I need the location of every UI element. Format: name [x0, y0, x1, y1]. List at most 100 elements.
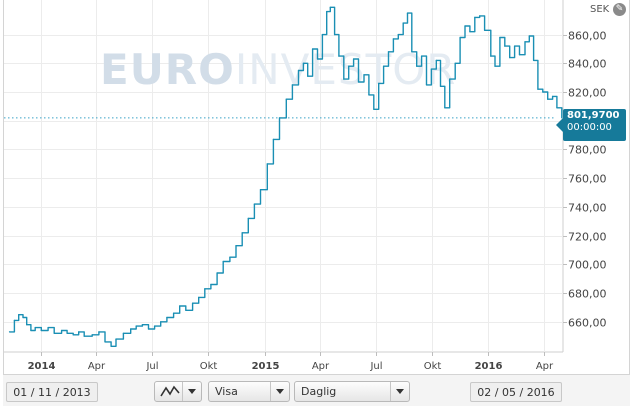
data-point	[253, 203, 255, 205]
data-point	[297, 69, 300, 72]
data-point	[18, 314, 20, 316]
data-point	[160, 321, 162, 323]
x-tick-label: 2015	[252, 361, 280, 372]
data-point	[459, 36, 461, 39]
data-point	[504, 45, 506, 47]
data-point	[321, 34, 323, 36]
data-point	[272, 138, 274, 140]
data-point	[115, 338, 117, 340]
data-point	[72, 334, 74, 336]
data-point	[387, 51, 390, 53]
data-point	[47, 327, 49, 329]
data-point	[552, 95, 554, 97]
data-point	[368, 94, 370, 96]
interval-dropdown[interactable]: Daglig	[294, 381, 410, 402]
data-point	[204, 288, 206, 290]
y-tick-label: 680,00	[568, 288, 607, 301]
data-point	[537, 88, 539, 90]
data-point	[22, 316, 24, 319]
start-date-field[interactable]: 01 / 11 / 2013	[6, 382, 98, 402]
data-point	[338, 55, 340, 57]
data-point	[449, 78, 451, 80]
y-tick-label: 860,00	[568, 30, 607, 43]
x-tick-label: 2016	[475, 361, 503, 372]
y-tick-label: 780,00	[568, 144, 607, 157]
data-point	[421, 55, 423, 57]
chart-frame	[3, 0, 630, 374]
data-point	[259, 189, 262, 191]
data-point	[285, 98, 287, 100]
data-point	[130, 328, 132, 330]
data-point	[416, 65, 418, 67]
watermark-part-2: INVESTOR	[235, 45, 457, 94]
data-point	[30, 329, 32, 332]
data-point	[479, 15, 481, 17]
y-tick-label: 740,00	[568, 202, 607, 215]
data-point	[430, 68, 432, 70]
data-point	[312, 48, 314, 50]
price-chart[interactable]: EUROINVESTOR 660,00 680,00 700,00 720,00 740…	[0, 0, 631, 374]
interval-dropdown-label: Daglig	[301, 385, 337, 398]
data-point	[353, 58, 355, 60]
data-point	[514, 45, 516, 47]
data-point	[229, 256, 231, 258]
data-point	[474, 16, 476, 18]
data-point	[141, 324, 143, 326]
data-point	[533, 59, 535, 62]
show-dropdown-label: Visa	[215, 385, 238, 398]
data-point	[198, 296, 200, 298]
data-point	[454, 62, 456, 64]
data-point	[110, 345, 112, 347]
data-point	[185, 309, 187, 311]
data-point	[334, 34, 336, 36]
data-point	[363, 74, 365, 76]
wrench-icon[interactable]: ✎	[613, 3, 626, 16]
data-point	[402, 22, 404, 24]
data-point	[444, 107, 446, 109]
chevron-down-icon	[390, 382, 409, 401]
data-point	[8, 331, 11, 333]
x-tick-label: Apr	[536, 361, 554, 372]
data-point	[373, 108, 375, 110]
data-point	[83, 335, 85, 337]
data-point	[499, 36, 501, 39]
data-point	[392, 38, 394, 40]
data-point	[484, 29, 486, 31]
chevron-down-icon	[270, 382, 289, 401]
chart-type-dropdown[interactable]	[154, 381, 202, 402]
x-tick-label: Okt	[424, 361, 442, 372]
watermark-part-1: EURO	[100, 45, 235, 94]
data-point	[216, 272, 218, 274]
data-point	[528, 35, 530, 37]
data-point	[302, 62, 304, 64]
data-point	[40, 329, 42, 332]
data-point	[222, 260, 224, 263]
x-tick-label: 2014	[28, 361, 56, 372]
y-tick-label: 660,00	[568, 317, 607, 330]
data-point	[397, 34, 399, 36]
data-point	[192, 302, 194, 304]
y-tick-label: 760,00	[568, 173, 607, 186]
data-point	[241, 232, 243, 234]
data-point	[490, 55, 492, 57]
data-point	[266, 163, 268, 165]
data-point	[411, 51, 413, 53]
current-price-time: 00:00:00	[567, 122, 612, 133]
watermark-logo: EUROINVESTOR	[100, 45, 456, 94]
data-point	[98, 331, 100, 333]
data-point	[34, 327, 36, 329]
data-point	[210, 283, 212, 286]
data-point	[122, 332, 124, 334]
x-tick-label: Okt	[200, 361, 218, 372]
data-point	[166, 316, 168, 319]
y-tick-label: 700,00	[568, 259, 607, 272]
data-point	[357, 81, 360, 83]
end-date-field[interactable]: 02 / 05 / 2016	[470, 382, 562, 402]
y-tick-label: 820,00	[568, 87, 607, 100]
data-point	[26, 324, 28, 326]
show-dropdown[interactable]: Visa	[208, 381, 290, 402]
data-point	[326, 11, 328, 13]
current-price-value: 801,9700	[567, 110, 620, 121]
data-point	[291, 84, 293, 86]
data-point	[378, 82, 380, 84]
